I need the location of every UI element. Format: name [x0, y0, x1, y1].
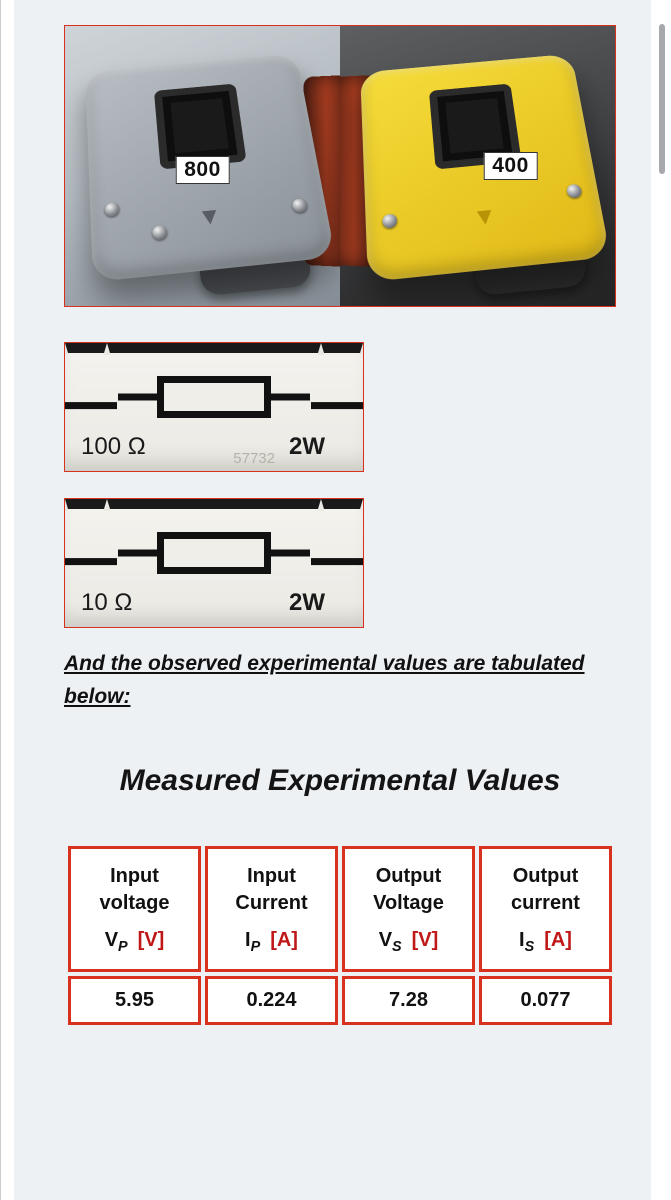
caption-text: And the observed experimental values are… — [64, 648, 616, 713]
resistor-value: 10 Ω — [81, 589, 132, 617]
table-cell: 5.95 — [68, 976, 201, 1025]
vertical-scrollbar[interactable] — [659, 24, 665, 174]
measured-values-table: InputvoltageVP[V]InputCurrentIP[A]Output… — [64, 842, 616, 1029]
table-cell: 7.28 — [342, 976, 475, 1025]
resistor-10ohm: 10 Ω 2W — [64, 498, 364, 628]
table-header-cell: OutputcurrentIS[A] — [479, 846, 612, 972]
table-header-cell: InputvoltageVP[V] — [68, 846, 201, 972]
resistor-100ohm: 100 Ω 2W 57732 — [64, 342, 364, 472]
coils-photo: 800 400 — [64, 25, 616, 307]
table-header-row: InputvoltageVP[V]InputCurrentIP[A]Output… — [68, 846, 612, 972]
coil-left-photo: 800 — [65, 26, 340, 306]
coil-right-label: 400 — [483, 152, 538, 180]
table-cell: 0.224 — [205, 976, 338, 1025]
document-page: 800 400 100 Ω 2W 57732 1 — [14, 0, 651, 1200]
table-title: Measured Experimental Values — [74, 755, 606, 808]
resistor-power: 2W — [289, 589, 325, 617]
resistor-partno: 57732 — [233, 450, 275, 467]
resistors-photos: 100 Ω 2W 57732 10 Ω 2W — [64, 342, 616, 628]
table-header-cell: InputCurrentIP[A] — [205, 846, 338, 972]
table-header-cell: OutputVoltageVS[V] — [342, 846, 475, 972]
page-left-edge — [0, 0, 1, 1200]
resistor-power: 2W — [289, 433, 325, 461]
coil-left-label: 800 — [175, 156, 230, 184]
coil-right-photo: 400 — [340, 26, 615, 306]
table-cell: 0.077 — [479, 976, 612, 1025]
table-row: 5.950.2247.280.077 — [68, 976, 612, 1025]
resistor-value: 100 Ω — [81, 433, 146, 461]
